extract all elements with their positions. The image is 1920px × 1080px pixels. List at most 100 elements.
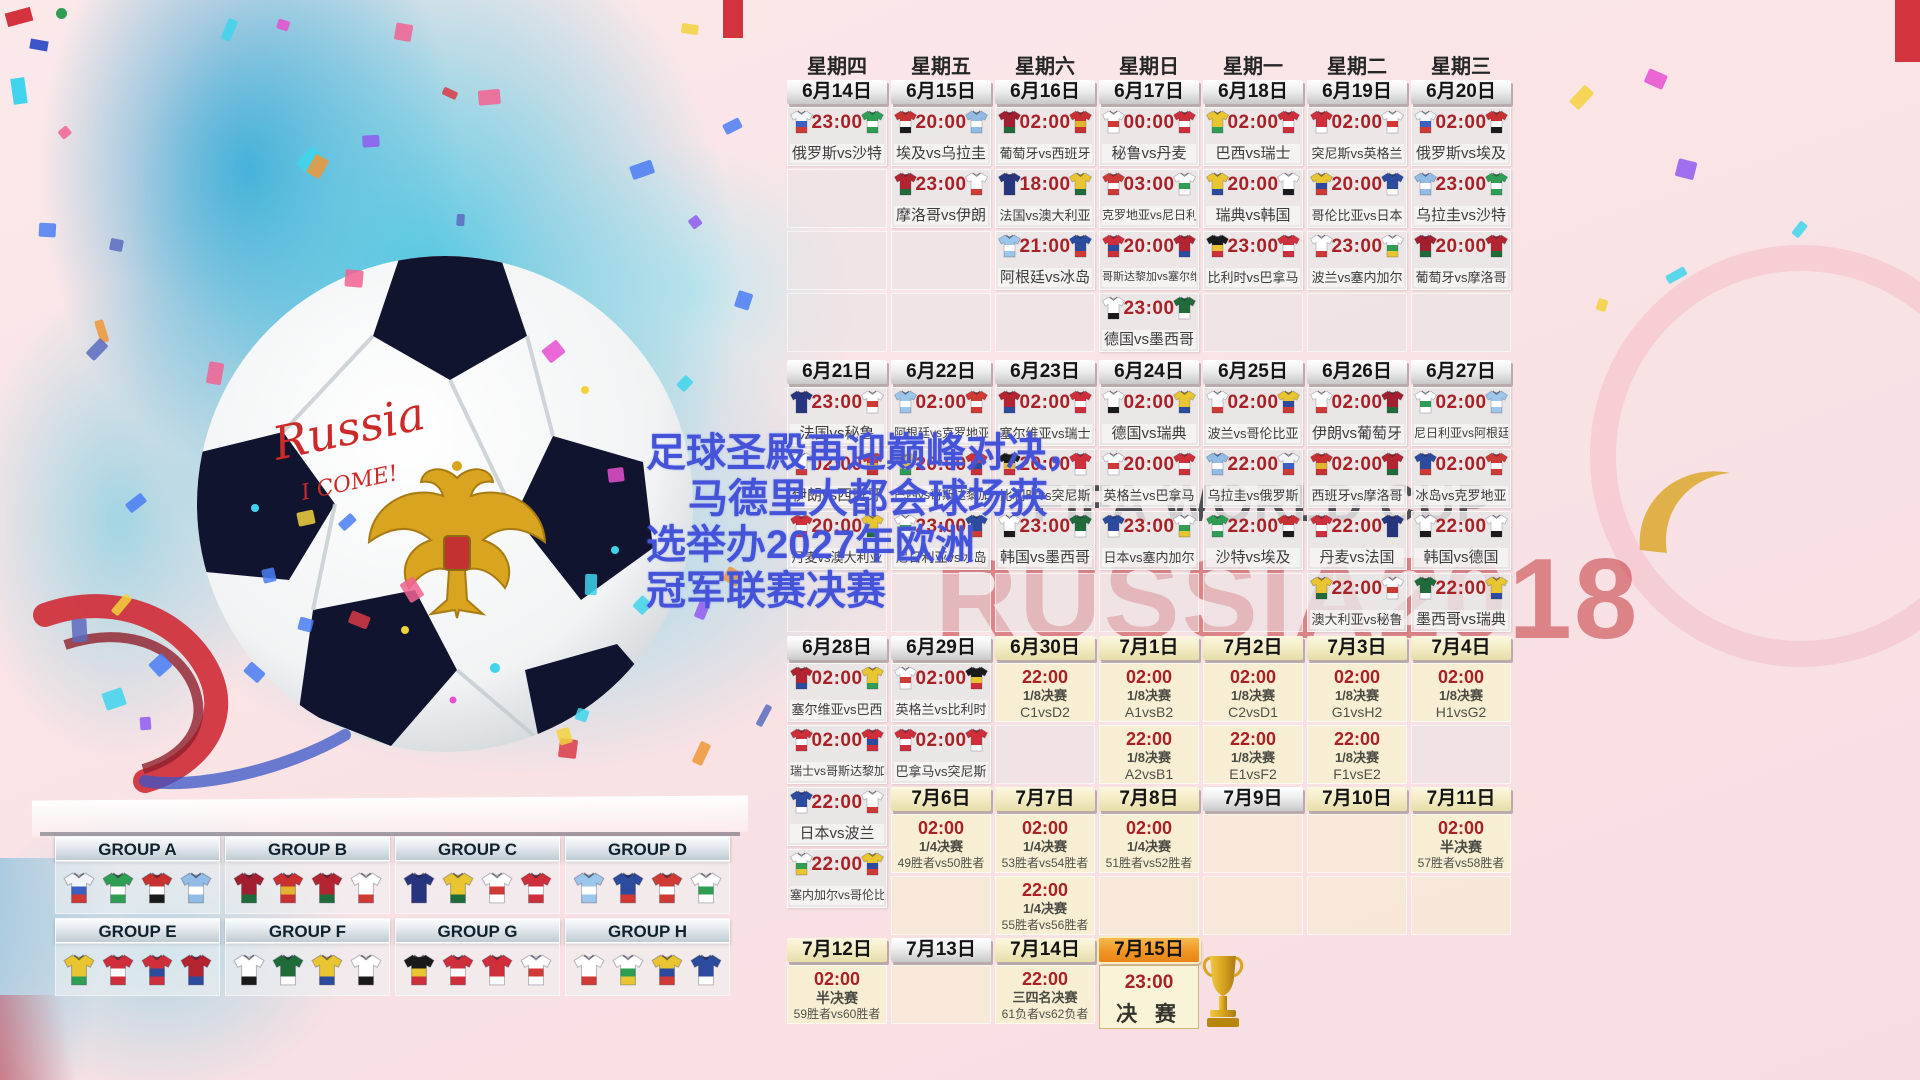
match-teams: 俄罗斯vs埃及	[1414, 144, 1508, 163]
knockout-stage-label: 1/8决赛	[1334, 750, 1380, 765]
match-time: 02:00	[1333, 667, 1381, 687]
match-teams: 德国vs瑞典	[1102, 424, 1196, 443]
match-teams: 乌拉圭vs沙特	[1414, 206, 1508, 225]
knockout-pairing: A2vsB1	[1124, 766, 1174, 782]
team-jersey-icon	[349, 953, 383, 986]
match-time: 02:00	[915, 668, 967, 689]
away-jersey-icon	[1172, 234, 1197, 258]
match-time: 23:00	[1331, 236, 1383, 257]
knockout-pairing: A1vsB2	[1124, 704, 1174, 720]
away-jersey-icon	[1484, 390, 1509, 414]
final-label: 决 赛	[1116, 1003, 1182, 1026]
knockout-cell: 02:00 1/8决赛 C2vsD1	[1203, 663, 1303, 722]
date-header: 7月6日	[891, 787, 991, 811]
knockout-pairing: 51胜者vs52胜者	[1105, 856, 1193, 870]
date-header: 6月26日	[1307, 360, 1407, 384]
home-jersey-icon	[893, 514, 918, 538]
home-jersey-icon	[1101, 390, 1126, 414]
match-teams: 丹麦vs法国	[1310, 548, 1404, 567]
match-cell: 02:00 俄罗斯vs埃及	[1411, 107, 1511, 166]
match-teams: 日本vs波兰	[790, 824, 884, 843]
match-time: 20:00	[1019, 454, 1071, 475]
team-jersey-icon	[62, 871, 96, 904]
home-jersey-icon	[997, 110, 1022, 134]
empty-cell	[1099, 573, 1199, 632]
knockout-cell: 22:00 三四名决赛 61负者vs62负者	[995, 965, 1095, 1024]
match-cell: 23:00 法国vs秘鲁	[787, 387, 887, 446]
match-time: 02:00	[1331, 112, 1383, 133]
away-jersey-icon	[964, 666, 989, 690]
match-teams: 比利时vs突尼斯	[998, 486, 1092, 505]
home-jersey-icon	[1205, 514, 1230, 538]
home-jersey-icon	[789, 852, 814, 876]
team-jersey-icon	[572, 953, 606, 986]
match-time: 02:00	[1331, 392, 1383, 413]
team-jersey-icon	[611, 953, 645, 986]
team-jersey-icon	[611, 871, 645, 904]
home-jersey-icon	[1101, 452, 1126, 476]
weekday-label: 星期三	[1431, 56, 1491, 78]
knockout-pairing: 57胜者vs58胜者	[1417, 856, 1505, 870]
match-teams: 墨西哥vs瑞典	[1414, 610, 1508, 629]
team-jersey-icon	[232, 871, 266, 904]
home-jersey-icon	[893, 110, 918, 134]
team-jersey-icon	[140, 871, 174, 904]
knockout-pairing: 61负者vs62负者	[1001, 1007, 1089, 1021]
away-jersey-icon	[964, 390, 989, 414]
match-teams: 阿根廷vs克罗地亚	[894, 424, 988, 443]
knockout-stage-label: 1/8决赛	[1438, 688, 1484, 703]
home-jersey-icon	[1413, 390, 1438, 414]
group-name: GROUP A	[55, 836, 220, 861]
away-jersey-icon	[964, 452, 989, 476]
match-cell: 23:00 韩国vs墨西哥	[995, 511, 1095, 570]
group-teams	[55, 861, 220, 914]
team-jersey-icon	[349, 871, 383, 904]
match-teams: 哥伦比亚vs日本	[1310, 206, 1404, 225]
team-jersey-icon	[271, 871, 305, 904]
knockout-cell: 02:00 1/8决赛 A1vsB2	[1099, 663, 1199, 722]
team-jersey-icon	[179, 953, 213, 986]
team-jersey-icon	[441, 871, 475, 904]
match-time: 02:00	[1331, 454, 1383, 475]
match-teams: 伊朗vs西班牙	[790, 486, 884, 505]
match-cell: 20:00 哥斯达黎加vs塞尔维亚	[1099, 231, 1199, 290]
match-time: 23:00	[1019, 516, 1071, 537]
team-jersey-icon	[480, 871, 514, 904]
knockout-cell: 02:00 1/4决赛 53胜者vs54胜者	[995, 814, 1095, 873]
match-time: 02:00	[1435, 112, 1487, 133]
home-jersey-icon	[1309, 452, 1334, 476]
match-time: 02:00	[1019, 112, 1071, 133]
date-header: 6月27日	[1411, 360, 1511, 384]
weekday-label: 星期五	[911, 56, 971, 78]
headline-line: 冠军联赛决赛	[646, 569, 886, 613]
match-teams: 瑞典vs韩国	[1206, 206, 1300, 225]
match-cell: 22:00 澳大利亚vs秘鲁	[1307, 573, 1407, 632]
empty-cell	[995, 293, 1095, 352]
match-time: 20:00	[915, 454, 967, 475]
empty-cell	[1411, 293, 1511, 352]
match-teams: 摩洛哥vs伊朗	[894, 206, 988, 225]
match-time: 02:00	[1227, 112, 1279, 133]
weekday-label: 星期一	[1223, 56, 1283, 78]
home-jersey-icon	[789, 666, 814, 690]
match-cell: 21:00 阿根廷vs冰岛	[995, 231, 1095, 290]
away-jersey-icon	[1484, 110, 1509, 134]
match-time: 02:00	[1125, 818, 1173, 838]
paint-mark	[56, 8, 67, 19]
match-teams: 葡萄牙vs西班牙	[998, 144, 1092, 163]
away-jersey-icon	[964, 172, 989, 196]
away-jersey-icon	[1276, 452, 1301, 476]
match-time: 20:00	[1123, 236, 1175, 257]
empty-cell	[1411, 876, 1511, 935]
home-jersey-icon	[1309, 390, 1334, 414]
match-cell: 20:00 丹麦vs澳大利亚	[787, 511, 887, 570]
match-time: 20:00	[1123, 454, 1175, 475]
date-header: 7月7日	[995, 787, 1095, 811]
match-cell: 02:00 伊朗vs西班牙	[787, 449, 887, 508]
knockout-stage-label: 1/4决赛	[918, 839, 964, 854]
empty-cell	[1307, 814, 1407, 873]
home-jersey-icon	[1309, 172, 1334, 196]
weekday-label: 星期六	[1015, 56, 1075, 78]
knockout-stage-label: 1/4决赛	[1022, 839, 1068, 854]
knockout-stage-label: 1/8决赛	[1230, 688, 1276, 703]
